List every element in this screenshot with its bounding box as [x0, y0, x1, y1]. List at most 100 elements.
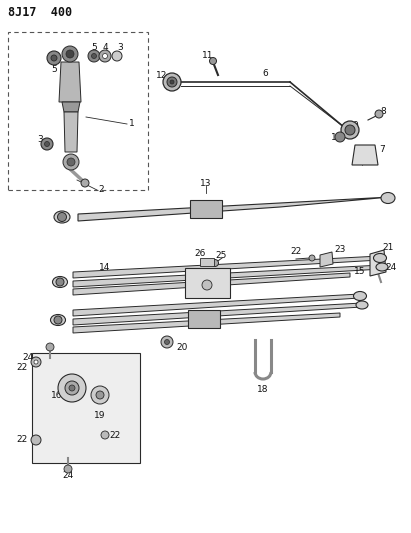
Circle shape — [69, 385, 75, 391]
Polygon shape — [73, 313, 340, 333]
Text: 2: 2 — [98, 185, 104, 195]
Text: 7: 7 — [379, 146, 385, 155]
Circle shape — [34, 360, 38, 364]
Polygon shape — [320, 252, 333, 267]
Circle shape — [56, 278, 64, 286]
Circle shape — [41, 138, 53, 150]
Ellipse shape — [356, 301, 368, 309]
Polygon shape — [62, 102, 80, 112]
Circle shape — [341, 121, 359, 139]
Circle shape — [58, 213, 67, 222]
Text: 22: 22 — [16, 435, 28, 445]
Text: 24: 24 — [62, 471, 74, 480]
Circle shape — [101, 431, 109, 439]
Ellipse shape — [53, 277, 67, 287]
Circle shape — [65, 381, 79, 395]
Circle shape — [335, 132, 345, 142]
Text: 23: 23 — [334, 245, 346, 254]
Text: 13: 13 — [200, 179, 212, 188]
Circle shape — [92, 53, 97, 59]
Ellipse shape — [54, 211, 70, 223]
Ellipse shape — [353, 292, 367, 301]
Text: 10: 10 — [331, 133, 343, 141]
Text: 12: 12 — [156, 70, 168, 79]
Text: 1: 1 — [129, 119, 135, 128]
Circle shape — [163, 73, 181, 91]
Text: 4: 4 — [102, 43, 108, 52]
Text: 5: 5 — [91, 43, 97, 52]
Circle shape — [375, 110, 383, 118]
Circle shape — [345, 125, 355, 135]
Polygon shape — [73, 265, 382, 287]
Circle shape — [164, 340, 169, 344]
Text: 22: 22 — [291, 247, 302, 256]
Text: 11: 11 — [202, 52, 214, 61]
Circle shape — [212, 260, 219, 266]
Polygon shape — [64, 112, 78, 152]
Text: 22: 22 — [109, 431, 120, 440]
Circle shape — [99, 50, 111, 62]
Circle shape — [91, 386, 109, 404]
Text: 15: 15 — [354, 268, 366, 277]
Text: 18: 18 — [257, 385, 269, 394]
Polygon shape — [370, 250, 386, 276]
Polygon shape — [352, 145, 378, 165]
Text: 6: 6 — [262, 69, 268, 77]
Bar — [188, 310, 220, 328]
Circle shape — [88, 50, 100, 62]
Ellipse shape — [376, 263, 388, 271]
Polygon shape — [73, 303, 362, 325]
Circle shape — [167, 77, 177, 87]
Text: 16: 16 — [51, 391, 63, 400]
Circle shape — [51, 55, 57, 61]
Circle shape — [66, 50, 74, 58]
Circle shape — [112, 51, 122, 61]
Circle shape — [96, 391, 104, 399]
Text: 24: 24 — [386, 263, 397, 272]
Text: 14: 14 — [99, 263, 111, 272]
Text: 9: 9 — [352, 120, 358, 130]
Polygon shape — [73, 294, 360, 316]
Circle shape — [210, 58, 217, 64]
Circle shape — [31, 435, 41, 445]
Text: 19: 19 — [94, 410, 106, 419]
Text: 3: 3 — [37, 135, 43, 144]
Text: 8: 8 — [380, 108, 386, 117]
Circle shape — [47, 51, 61, 65]
Ellipse shape — [51, 314, 65, 326]
Circle shape — [67, 158, 75, 166]
Circle shape — [46, 343, 54, 351]
Circle shape — [44, 141, 49, 147]
Circle shape — [63, 154, 79, 170]
Text: 20: 20 — [176, 343, 188, 352]
Ellipse shape — [381, 192, 395, 204]
Circle shape — [170, 80, 174, 84]
Bar — [190, 200, 222, 218]
Circle shape — [58, 374, 86, 402]
Circle shape — [54, 316, 62, 324]
Text: 5: 5 — [51, 64, 57, 74]
Text: 26: 26 — [194, 248, 206, 257]
Bar — [32, 353, 140, 463]
Bar — [185, 268, 230, 298]
Text: 8J17  400: 8J17 400 — [8, 5, 72, 19]
Circle shape — [102, 53, 108, 59]
Circle shape — [81, 179, 89, 187]
Text: 22: 22 — [16, 364, 28, 373]
Text: 21: 21 — [382, 244, 394, 253]
Circle shape — [64, 465, 72, 473]
Polygon shape — [78, 197, 390, 221]
Text: 17: 17 — [216, 276, 228, 285]
Circle shape — [161, 336, 173, 348]
Bar — [200, 258, 214, 266]
Circle shape — [31, 357, 41, 367]
Text: 25: 25 — [215, 251, 227, 260]
Circle shape — [202, 280, 212, 290]
Circle shape — [309, 255, 315, 261]
Polygon shape — [73, 273, 350, 295]
Bar — [8, 32, 148, 190]
Polygon shape — [59, 62, 81, 102]
Polygon shape — [73, 256, 380, 278]
Text: 3: 3 — [117, 43, 123, 52]
Circle shape — [62, 46, 78, 62]
